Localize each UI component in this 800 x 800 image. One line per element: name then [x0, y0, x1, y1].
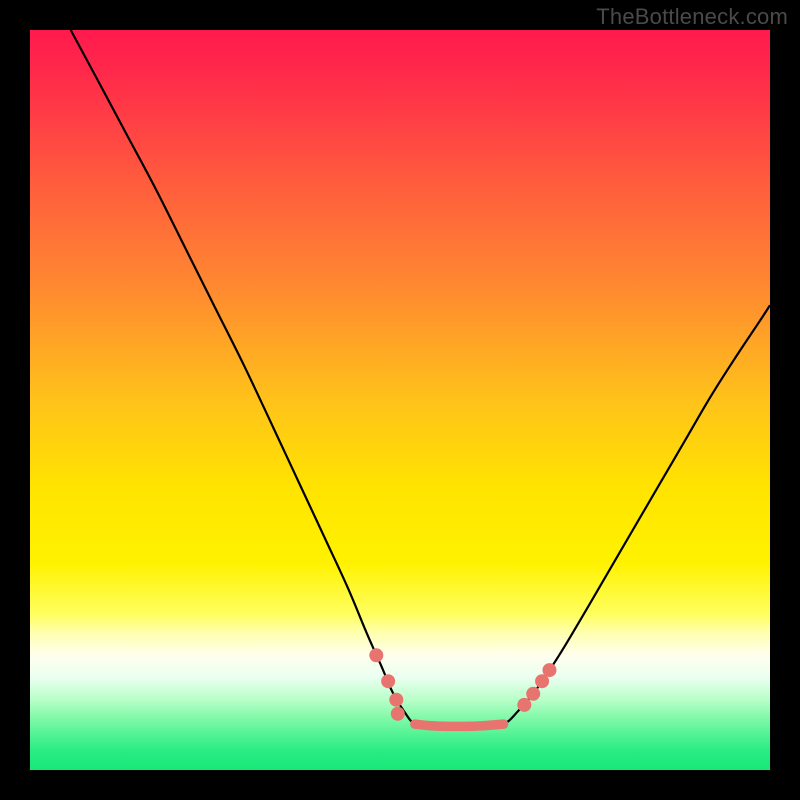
chart-frame: TheBottleneck.com — [0, 0, 800, 800]
curve-marker — [369, 648, 383, 662]
optimal-zone-band — [415, 724, 504, 726]
curve-layer — [30, 30, 770, 770]
curve-marker — [381, 674, 395, 688]
plot-area — [30, 30, 770, 770]
curve-marker — [389, 693, 403, 707]
bottleneck-curve — [71, 30, 770, 726]
curve-marker — [517, 698, 531, 712]
curve-marker — [391, 707, 405, 721]
curve-marker — [526, 687, 540, 701]
curve-marker — [542, 663, 556, 677]
watermark-text: TheBottleneck.com — [596, 4, 788, 30]
